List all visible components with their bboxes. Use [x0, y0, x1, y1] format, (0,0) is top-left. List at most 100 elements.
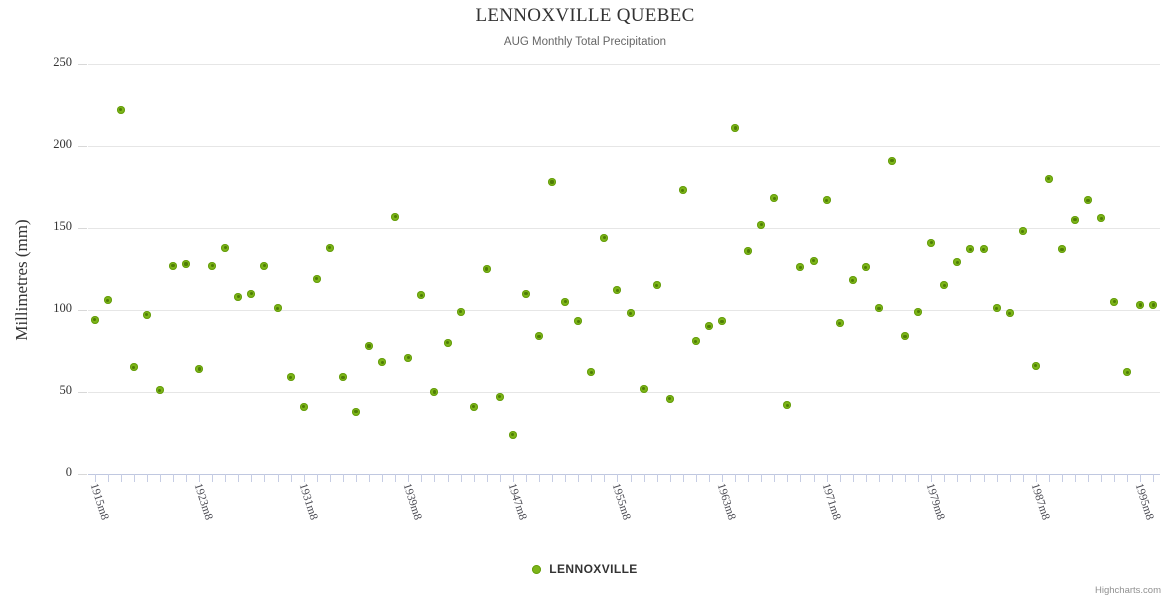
y-axis-label: 0: [65, 465, 72, 479]
data-point[interactable]: [1044, 174, 1053, 183]
data-point[interactable]: [966, 245, 975, 254]
data-point[interactable]: [456, 307, 465, 316]
data-point[interactable]: [1018, 227, 1027, 236]
data-point[interactable]: [757, 220, 766, 229]
data-point[interactable]: [404, 353, 413, 362]
data-point[interactable]: [535, 332, 544, 341]
data-point[interactable]: [809, 256, 818, 265]
data-point[interactable]: [417, 291, 426, 300]
data-point[interactable]: [704, 322, 713, 331]
data-point[interactable]: [103, 296, 112, 305]
data-point[interactable]: [1071, 215, 1080, 224]
data-point[interactable]: [247, 289, 256, 298]
data-point[interactable]: [116, 105, 125, 114]
data-point[interactable]: [770, 194, 779, 203]
data-point[interactable]: [129, 363, 138, 372]
data-point[interactable]: [521, 289, 530, 298]
data-point[interactable]: [822, 196, 831, 205]
data-point[interactable]: [992, 304, 1001, 313]
x-axis-label: 1915m8: [87, 482, 111, 522]
data-point[interactable]: [1031, 361, 1040, 370]
data-point[interactable]: [260, 261, 269, 270]
data-point[interactable]: [652, 281, 661, 290]
data-point[interactable]: [718, 317, 727, 326]
y-axis-label: 150: [53, 219, 72, 233]
data-point[interactable]: [678, 186, 687, 195]
data-point[interactable]: [378, 358, 387, 367]
data-point[interactable]: [1110, 297, 1119, 306]
data-point[interactable]: [155, 386, 164, 395]
highcharts-credit[interactable]: Highcharts.com: [1095, 585, 1161, 596]
x-axis-tick: [918, 474, 919, 482]
data-point[interactable]: [286, 373, 295, 382]
data-point[interactable]: [848, 276, 857, 285]
x-axis-tick: [1023, 474, 1024, 482]
legend-item-label[interactable]: LENNOXVILLE: [549, 562, 638, 576]
data-point[interactable]: [783, 401, 792, 410]
data-point[interactable]: [365, 342, 374, 351]
data-point[interactable]: [1149, 301, 1158, 310]
data-point[interactable]: [443, 338, 452, 347]
data-point[interactable]: [744, 246, 753, 255]
data-point[interactable]: [626, 309, 635, 318]
x-axis-tick: [722, 474, 723, 482]
y-axis-tick: [78, 146, 87, 147]
data-point[interactable]: [888, 156, 896, 165]
data-point[interactable]: [1097, 214, 1106, 223]
data-point[interactable]: [731, 123, 740, 132]
data-point[interactable]: [325, 243, 334, 252]
data-point[interactable]: [234, 292, 243, 301]
x-axis-tick: [1088, 474, 1089, 482]
data-point[interactable]: [691, 337, 700, 346]
data-point[interactable]: [548, 178, 557, 187]
data-point[interactable]: [273, 304, 282, 313]
data-point[interactable]: [1057, 245, 1066, 254]
data-point[interactable]: [874, 304, 883, 313]
data-point[interactable]: [391, 212, 400, 221]
gridline: [88, 310, 1160, 311]
data-point[interactable]: [835, 319, 844, 328]
data-point[interactable]: [352, 407, 360, 416]
x-axis-tick: [225, 474, 226, 482]
data-point[interactable]: [587, 368, 596, 377]
data-point[interactable]: [168, 261, 177, 270]
data-point[interactable]: [90, 315, 99, 324]
data-point[interactable]: [508, 430, 517, 439]
data-point[interactable]: [312, 274, 321, 283]
x-axis-tick: [565, 474, 566, 482]
data-point[interactable]: [182, 260, 191, 269]
data-point[interactable]: [495, 392, 504, 401]
x-axis-tick: [591, 474, 592, 482]
data-point[interactable]: [600, 233, 609, 242]
data-point[interactable]: [469, 402, 478, 411]
data-point[interactable]: [299, 402, 308, 411]
data-point[interactable]: [208, 261, 217, 270]
data-point[interactable]: [979, 245, 988, 254]
data-point[interactable]: [221, 243, 230, 252]
data-point[interactable]: [195, 365, 204, 374]
data-point[interactable]: [574, 317, 583, 326]
data-point[interactable]: [1136, 301, 1145, 310]
data-point[interactable]: [338, 373, 347, 382]
data-point[interactable]: [953, 258, 962, 267]
data-point[interactable]: [796, 263, 805, 272]
x-axis-tick: [186, 474, 187, 482]
data-point[interactable]: [613, 286, 622, 295]
data-point[interactable]: [561, 297, 570, 306]
data-point[interactable]: [1123, 368, 1132, 377]
data-point[interactable]: [901, 332, 910, 341]
data-point[interactable]: [639, 384, 648, 393]
data-point[interactable]: [482, 265, 491, 273]
data-point[interactable]: [1084, 196, 1093, 205]
y-axis-label: 250: [53, 55, 72, 69]
data-point[interactable]: [927, 238, 936, 247]
data-point[interactable]: [665, 394, 674, 403]
data-point[interactable]: [142, 310, 151, 319]
data-point[interactable]: [914, 307, 923, 316]
x-axis-tick: [147, 474, 148, 482]
data-point[interactable]: [940, 281, 949, 290]
data-point[interactable]: [861, 263, 870, 272]
data-point[interactable]: [430, 388, 439, 396]
y-axis-label: 200: [53, 137, 72, 151]
data-point[interactable]: [1005, 309, 1014, 318]
